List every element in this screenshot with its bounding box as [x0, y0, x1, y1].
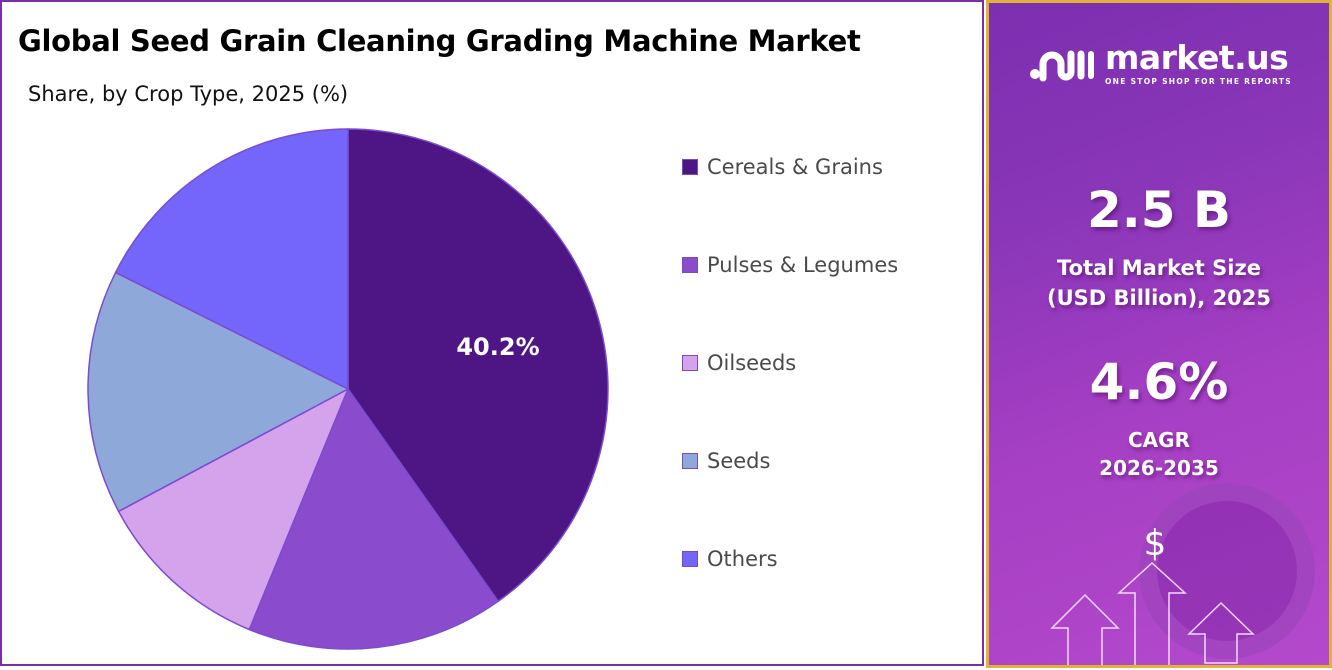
brand-name: market.us [1105, 38, 1289, 77]
brand-tagline: ONE STOP SHOP FOR THE REPORTS [1105, 77, 1292, 86]
growth-arrows-icon: $ [1050, 523, 1255, 665]
summary-panel: market.us ONE STOP SHOP FOR THE REPORTS … [986, 0, 1332, 668]
legend-swatch [682, 453, 698, 469]
legend-label: Cereals & Grains [707, 155, 883, 179]
market-size-value: 2.5 B [1086, 181, 1232, 239]
cagr-value: 4.6% [1089, 353, 1229, 411]
dollar-icon: $ [1144, 523, 1167, 564]
pie-slice-oilseeds [117, 387, 350, 631]
chart-legend: Cereals & Grains Pulses & Legumes Oilsee… [682, 152, 898, 642]
legend-label: Seeds [707, 449, 771, 473]
legend-item-cereals-grains: Cereals & Grains [682, 152, 898, 182]
cagr-period: 2026-2035 [1099, 456, 1219, 480]
pie-slice-seeds [87, 271, 350, 513]
chart-panel: Global Seed Grain Cleaning Grading Machi… [0, 0, 984, 666]
legend-swatch [682, 551, 698, 567]
legend-swatch [682, 355, 698, 371]
market-size-label-line2: (USD Billion), 2025 [1046, 286, 1272, 310]
pie-chart: 40.2% [87, 128, 609, 650]
legend-item-oilseeds: Oilseeds [682, 348, 898, 378]
brand-logo: market.us ONE STOP SHOP FOR THE REPORTS [1029, 41, 1292, 86]
legend-swatch [682, 257, 698, 273]
pie-slice-pulses-legumes [248, 387, 500, 650]
market-size-label-line1: Total Market Size [1057, 256, 1261, 280]
legend-label: Others [707, 547, 778, 571]
legend-label: Pulses & Legumes [707, 253, 899, 277]
legend-item-seeds: Seeds [682, 446, 898, 476]
chart-subtitle: Share, by Crop Type, 2025 (%) [28, 82, 349, 106]
pie-slices [87, 128, 609, 650]
legend-swatch [682, 159, 698, 175]
cagr-label: CAGR [1128, 428, 1190, 452]
legend-item-others: Others [682, 544, 898, 574]
market-us-logo-icon [1030, 50, 1094, 81]
pie-slice-others [114, 128, 349, 391]
legend-item-pulses-legumes: Pulses & Legumes [682, 250, 898, 280]
pie-data-label: 40.2% [456, 333, 539, 361]
legend-label: Oilseeds [707, 351, 797, 375]
chart-title: Global Seed Grain Cleaning Grading Machi… [18, 24, 861, 58]
pie-slice-cereals-grains [347, 128, 609, 603]
